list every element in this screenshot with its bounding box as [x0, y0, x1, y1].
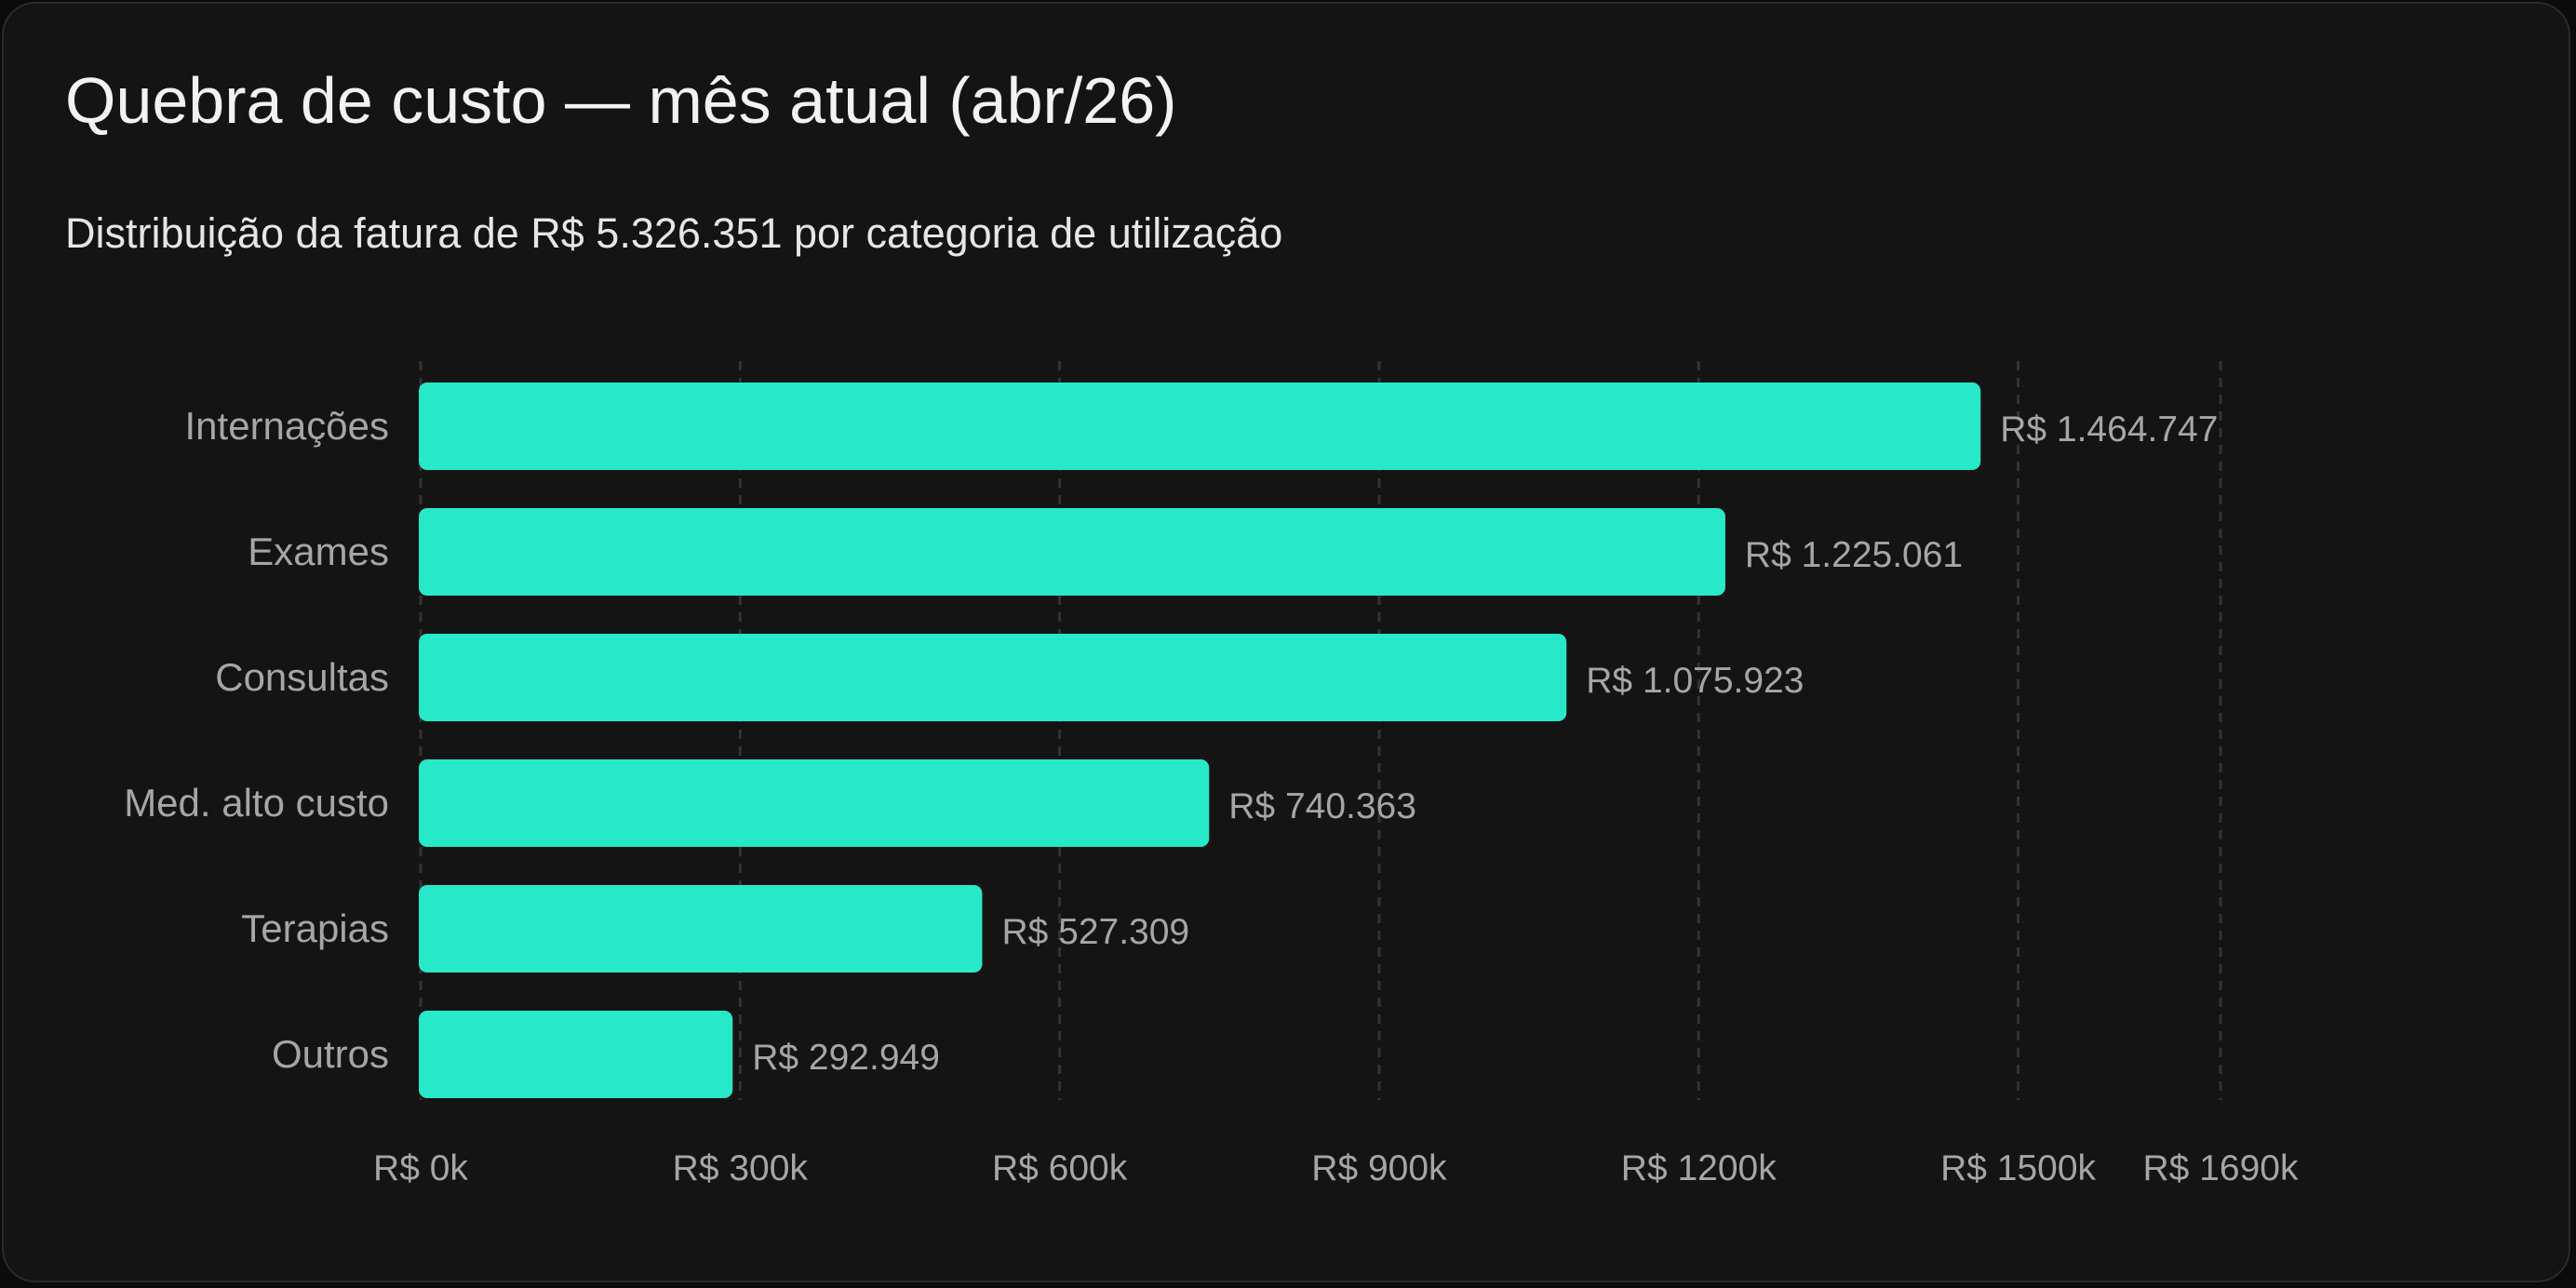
x-tick-labels: R$ 0k R$ 300k R$ 600k R$ 900k R$ 1200k R$ 150… — [373, 1148, 2299, 1188]
bar — [419, 508, 1725, 596]
category-label: Exames — [248, 530, 389, 573]
value-label: R$ 292.949 — [752, 1038, 940, 1078]
x-tick-label: R$ 1690k — [2143, 1148, 2299, 1188]
x-tick-label: R$ 1200k — [1621, 1148, 1777, 1188]
bar — [419, 634, 1567, 721]
value-label: R$ 740.363 — [1228, 786, 1416, 826]
value-label: R$ 1.075.923 — [1586, 661, 1804, 701]
value-labels: R$ 1.464.747 R$ 1.225.061 R$ 1.075.923 R$ 7… — [752, 409, 2218, 1078]
x-tick-label: R$ 1500k — [1940, 1148, 2096, 1188]
value-label: R$ 1.464.747 — [2000, 409, 2218, 449]
category-label: Med. alto custo — [124, 781, 389, 825]
chart-subtitle: Distribuição da fatura de R$ 5.326.351 p… — [65, 209, 1283, 257]
chart-title: Quebra de custo — mês atual (abr/26) — [65, 64, 1177, 137]
grid-lines — [419, 361, 2222, 1100]
bars — [419, 382, 1981, 1098]
value-label: R$ 1.225.061 — [1745, 535, 1963, 575]
bar — [419, 885, 983, 973]
bar — [419, 759, 1210, 847]
x-tick-label: R$ 0k — [373, 1148, 468, 1188]
value-label: R$ 527.309 — [1001, 912, 1189, 952]
category-labels: Internações Exames Consultas Med. alto cust… — [124, 404, 389, 1076]
x-tick-label: R$ 600k — [992, 1148, 1128, 1188]
category-label: Internações — [185, 404, 389, 448]
category-label: Consultas — [215, 655, 389, 699]
bar — [419, 382, 1981, 470]
x-tick-label: R$ 900k — [1311, 1148, 1447, 1188]
bar — [419, 1011, 733, 1098]
category-label: Outros — [272, 1032, 389, 1076]
category-label: Terapias — [241, 906, 389, 950]
x-tick-label: R$ 300k — [673, 1148, 809, 1188]
